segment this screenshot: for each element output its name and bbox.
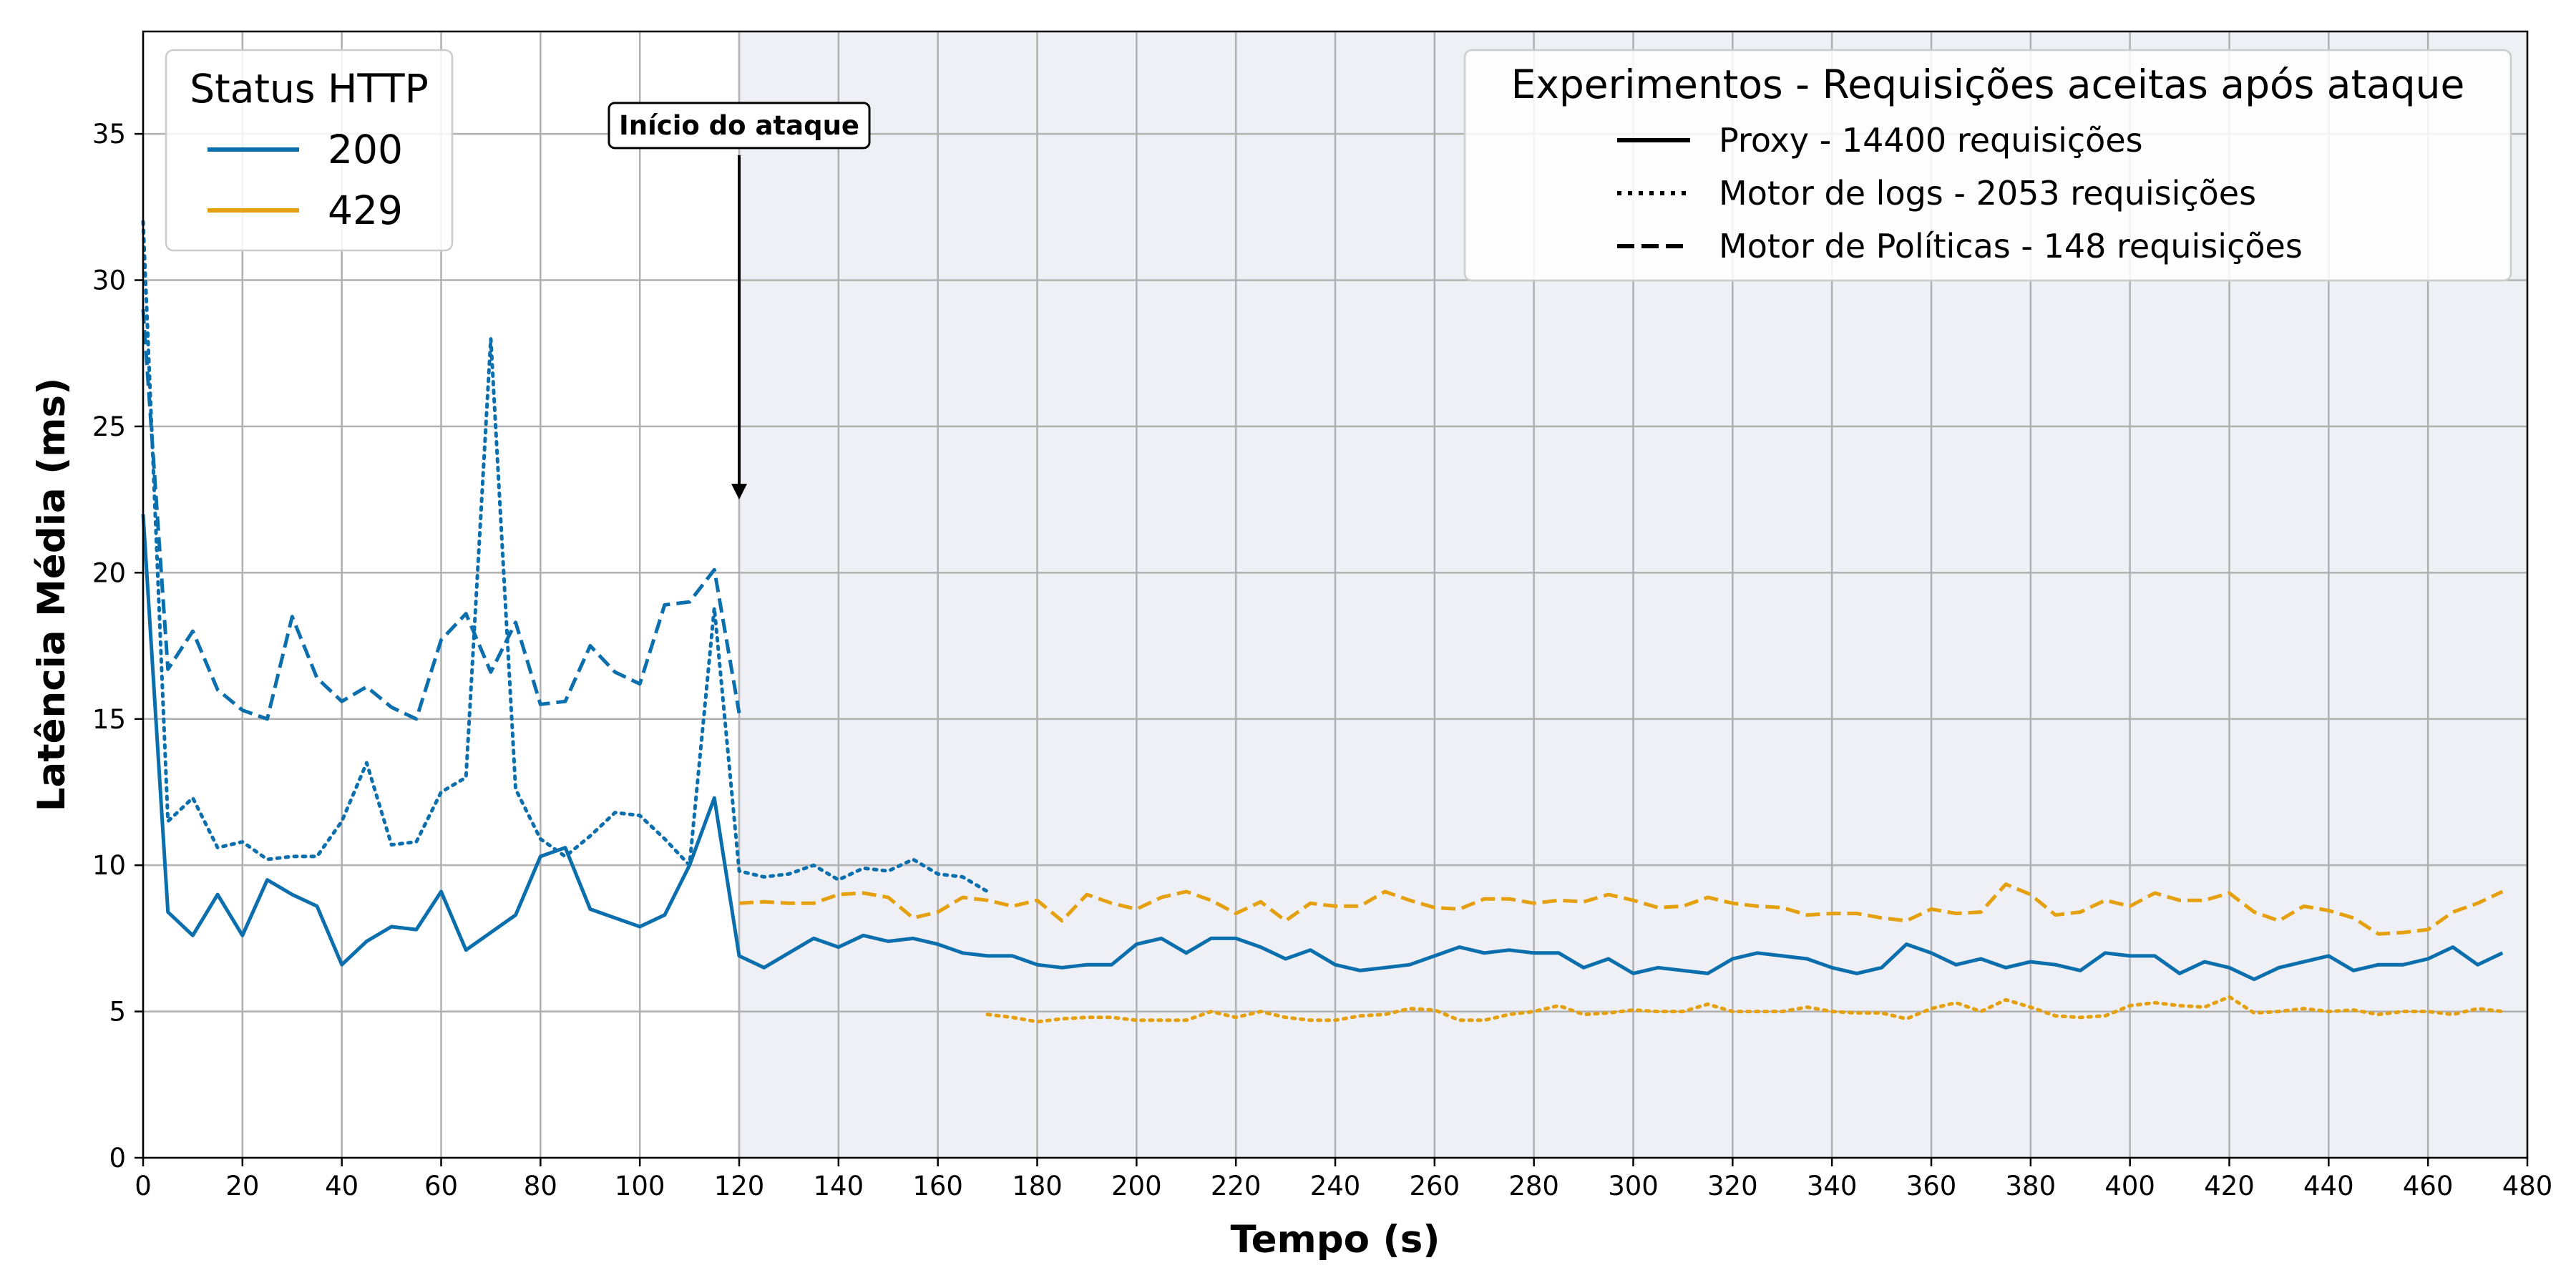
x-tick-label: 240 (1310, 1171, 1361, 1201)
y-tick-label: 5 (109, 997, 126, 1028)
x-axis-title: Tempo (s) (1230, 1218, 1440, 1262)
x-axis: 0 20 40 60 80 100 120 140 160 180 200 220 240 260 280 3… (135, 1158, 2552, 1201)
x-tick-label: 160 (912, 1171, 963, 1201)
y-tick-label: 10 (92, 850, 126, 881)
x-tick-label: 180 (1012, 1171, 1063, 1201)
y-tick-label: 20 (92, 557, 126, 588)
experiment-legend-label-policies: Motor de Políticas - 148 requisições (1719, 227, 2303, 265)
experiment-legend-title: Experimentos - Requisições aceitas após … (1511, 62, 2465, 107)
experiment-legend-label-proxy: Proxy - 14400 requisições (1719, 121, 2143, 160)
x-tick-label: 340 (1807, 1171, 1858, 1201)
experiment-legend-label-logs: Motor de logs - 2053 requisições (1719, 174, 2256, 213)
status-legend: Status HTTP 200 429 (165, 49, 454, 252)
x-tick-label: 140 (814, 1171, 864, 1201)
x-tick-label: 220 (1211, 1171, 1262, 1201)
x-tick-label: 460 (2403, 1171, 2454, 1201)
y-tick-label: 15 (92, 704, 126, 735)
experiment-legend: Experimentos - Requisições aceitas após … (1463, 49, 2512, 282)
y-axis: 0 5 10 15 20 25 30 35 (92, 119, 143, 1174)
annotation-box (608, 102, 871, 150)
y-tick-label: 25 (92, 411, 126, 442)
x-tick-label: 400 (2104, 1171, 2155, 1201)
x-tick-label: 120 (714, 1171, 765, 1201)
x-tick-label: 20 (225, 1171, 259, 1201)
status-legend-box (165, 49, 454, 252)
experiment-legend-box (1463, 49, 2512, 282)
series-line-motor-de-pol-ticas-200 (141, 309, 741, 721)
x-tick-label: 60 (424, 1171, 458, 1201)
series-layer (141, 220, 2504, 1024)
annotation-label: Início do ataque (619, 110, 859, 141)
x-tick-label: 280 (1508, 1171, 1559, 1201)
status-legend-label-200: 200 (328, 127, 403, 172)
x-tick-label: 0 (135, 1171, 152, 1201)
x-tick-label: 360 (1906, 1171, 1957, 1201)
x-tick-label: 380 (2006, 1171, 2057, 1201)
y-tick-label: 30 (92, 265, 126, 296)
series-line-motor-de-pol-ticas-429 (738, 882, 2504, 936)
y-axis-title: Latência Média (ms) (30, 378, 74, 812)
x-tick-label: 420 (2204, 1171, 2255, 1201)
attack-start-annotation: Início do ataque (608, 102, 871, 500)
x-tick-label: 80 (524, 1171, 557, 1201)
y-tick-label: 35 (92, 119, 126, 150)
x-tick-label: 300 (1608, 1171, 1659, 1201)
x-tick-label: 480 (2502, 1171, 2553, 1201)
x-tick-label: 260 (1410, 1171, 1460, 1201)
x-tick-label: 100 (615, 1171, 665, 1201)
series-line-motor-de-logs-429 (985, 995, 2504, 1024)
series-line-motor-de-logs-200 (141, 220, 990, 894)
x-tick-label: 200 (1111, 1171, 1162, 1201)
x-tick-label: 440 (2303, 1171, 2354, 1201)
y-tick-label: 0 (109, 1143, 126, 1174)
x-tick-label: 40 (325, 1171, 358, 1201)
x-tick-label: 320 (1707, 1171, 1758, 1201)
annotation-arrow-head (731, 484, 747, 500)
status-legend-title: Status HTTP (190, 66, 429, 112)
series-line-proxy-200 (141, 514, 2504, 982)
status-legend-label-429: 429 (328, 187, 403, 233)
